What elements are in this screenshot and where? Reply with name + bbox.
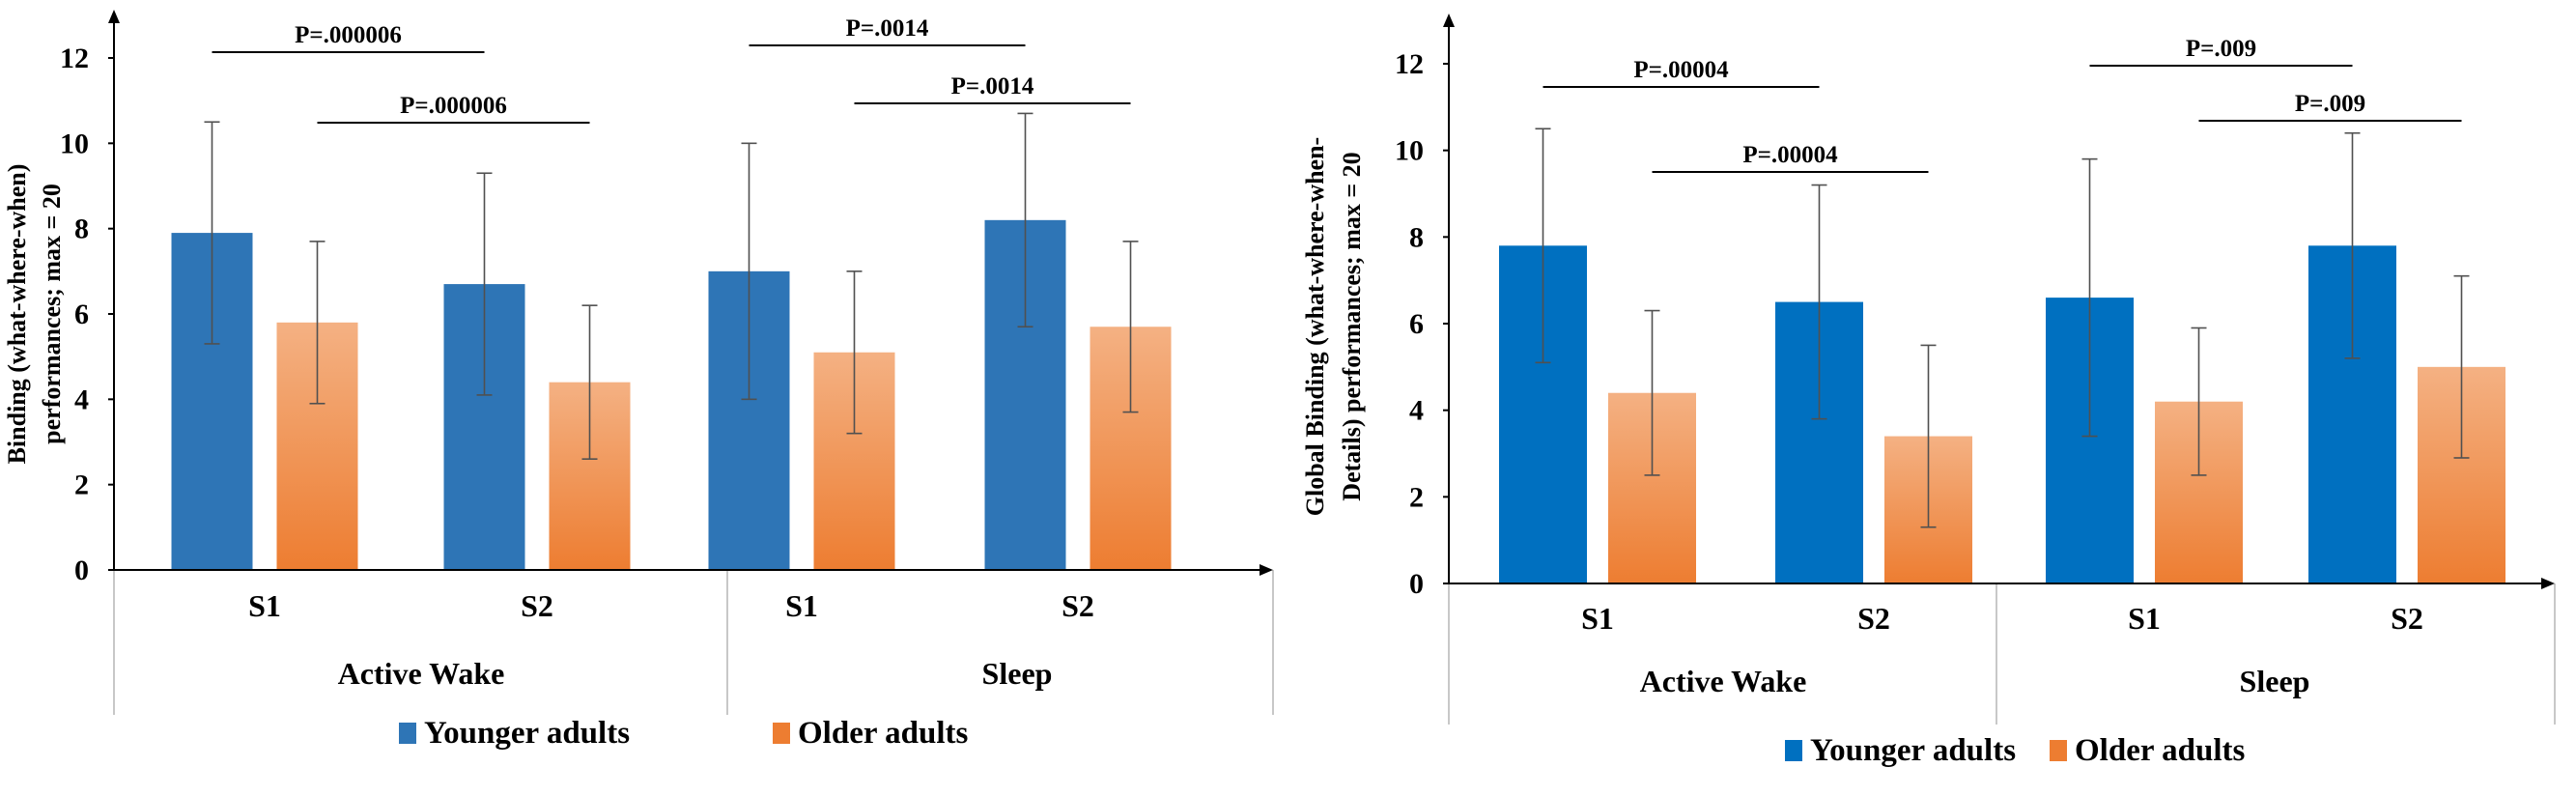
y-axis-arrow (1443, 14, 1455, 27)
significance-label: P=.000006 (400, 93, 507, 119)
session-label: S1 (2128, 601, 2161, 636)
group-label: Active Wake (1640, 664, 1807, 698)
y-tick-label: 12 (1395, 48, 1424, 80)
y-tick-label: 10 (60, 128, 89, 159)
y-tick-label: 6 (74, 298, 89, 330)
group-label: Sleep (982, 656, 1053, 691)
significance-label: P=.000006 (295, 22, 402, 48)
significance-label: P=.0014 (846, 15, 929, 42)
session-label: S2 (1857, 601, 1890, 636)
legend-swatch-older (773, 723, 790, 744)
session-label: S2 (2391, 601, 2423, 636)
legend-label-younger: Younger adults (424, 716, 630, 751)
legend-label-older: Older adults (2075, 733, 2246, 768)
y-tick-label: 4 (74, 384, 89, 415)
legend-swatch-younger (1785, 740, 1802, 761)
y-axis-label: Details) performances; max = 20 (1338, 152, 1366, 500)
y-axis-arrow (108, 10, 120, 23)
y-tick-label: 10 (1395, 135, 1424, 167)
y-tick-label: 8 (1409, 221, 1424, 253)
y-axis-label: Binding (what-where-when) (3, 164, 31, 465)
chart-2: P=.00004 P=.00004 P=.009 P=.009 0 2 4 6 8 10 12 S1 S… (1301, 14, 2556, 768)
y-tick-label: 6 (1409, 308, 1424, 340)
group-label: Active Wake (338, 656, 505, 691)
legend-swatch-older (2050, 740, 2067, 761)
significance-label: P=.009 (2186, 36, 2256, 62)
x-axis-arrow (1260, 564, 1273, 576)
session-label: S1 (248, 588, 281, 623)
y-axis-label: Global Binding (what-where-when- (1301, 137, 1329, 516)
y-axis-label: performances; max = 20 (38, 184, 66, 444)
x-axis-arrow (2541, 578, 2555, 589)
session-label: S2 (521, 588, 553, 623)
group-label: Sleep (2240, 664, 2310, 698)
significance-label: P=.0014 (951, 73, 1034, 100)
chart-1: P=.000006 P=.000006 P=.0014 P=.0014 0 2 4 6 8 10 1… (3, 10, 1274, 751)
session-label: S1 (785, 588, 818, 623)
legend-swatch-younger (399, 723, 416, 744)
legend-label-older: Older adults (798, 716, 969, 751)
significance-label: P=.00004 (1742, 142, 1838, 168)
y-tick-label: 0 (1409, 568, 1424, 600)
session-label: S1 (1581, 601, 1614, 636)
y-tick-label: 8 (74, 213, 89, 245)
y-tick-label: 2 (74, 469, 89, 501)
y-tick-label: 12 (60, 43, 89, 74)
y-tick-label: 0 (74, 554, 89, 586)
y-tick-label: 4 (1409, 395, 1424, 427)
y-tick-label: 2 (1409, 481, 1424, 513)
session-label: S2 (1062, 588, 1094, 623)
legend-label-younger: Younger adults (1810, 733, 2016, 768)
significance-label: P=.00004 (1633, 57, 1729, 83)
significance-label: P=.009 (2295, 91, 2365, 117)
